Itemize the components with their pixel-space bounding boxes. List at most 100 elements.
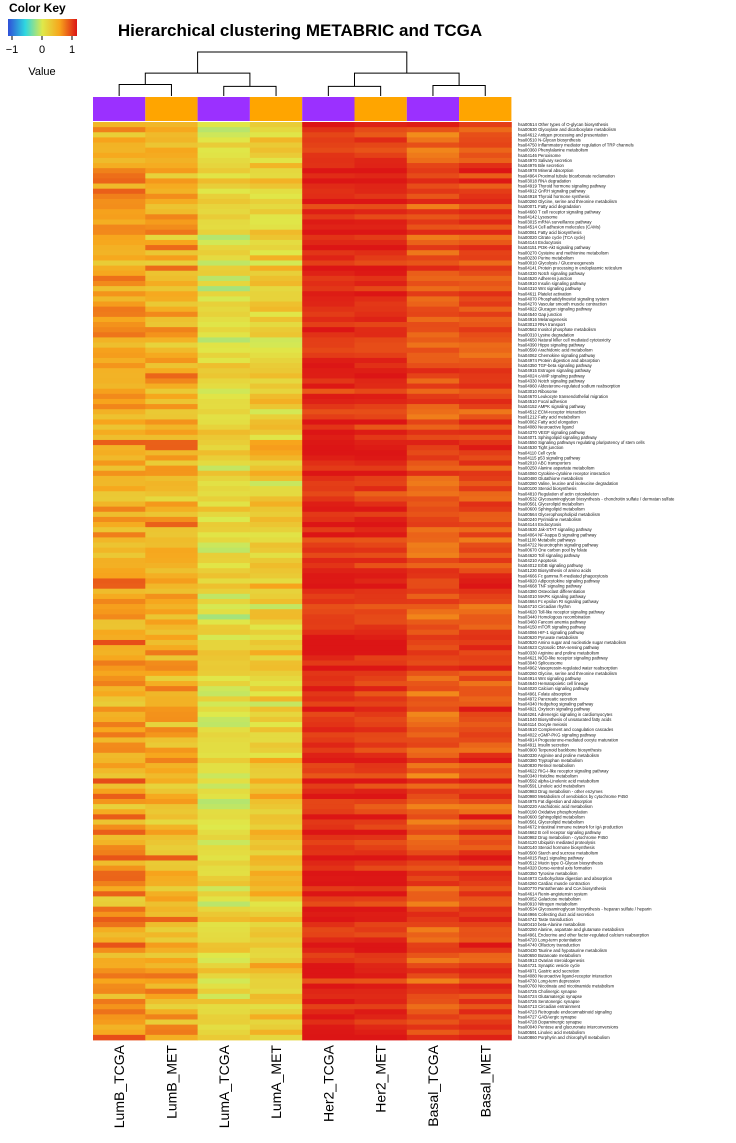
heatmap-cell (145, 983, 198, 990)
heatmap-cell (302, 527, 355, 533)
heatmap-cell (249, 234, 303, 241)
heatmap-cell (249, 301, 303, 308)
heatmap-cell (145, 696, 198, 702)
heatmap-cell (406, 157, 460, 164)
heatmap-cell (145, 788, 198, 795)
row-label: hsa04024 cAMP signaling pathway (518, 373, 586, 378)
heatmap-cell (145, 634, 198, 641)
heatmap-cell (197, 393, 251, 400)
heatmap-cell (354, 188, 408, 195)
heatmap-cell (459, 629, 512, 636)
heatmap-cell (197, 419, 251, 425)
heatmap-cell (145, 163, 198, 169)
heatmap-cell (197, 609, 251, 615)
heatmap-cell (197, 614, 251, 620)
heatmap-cell (406, 1019, 460, 1026)
heatmap-cell (459, 383, 512, 390)
heatmap-cell (459, 547, 512, 554)
heatmap-cell (459, 834, 512, 841)
heatmap-cell (302, 691, 355, 697)
heatmap-cell (93, 465, 146, 472)
heatmap-cell (93, 234, 146, 241)
heatmap-cell (406, 911, 460, 918)
heatmap-cell (93, 824, 146, 831)
heatmap-cell (459, 198, 512, 205)
heatmap-cell (145, 814, 198, 820)
dendrogram-branch (432, 84, 486, 96)
heatmap-cell (93, 183, 146, 190)
column-label: Her2_TCGA (320, 1044, 336, 1122)
heatmap-cell (406, 204, 460, 210)
heatmap-cell (145, 706, 198, 713)
heatmap-cell (197, 357, 251, 364)
row-label: hsa04540 Gap junction (518, 312, 563, 317)
heatmap-cell (145, 245, 198, 251)
row-label: hsa04350 TGF-beta signaling pathway (518, 363, 593, 368)
heatmap-cell (302, 296, 355, 302)
heatmap-cell (249, 573, 303, 579)
row-label: hsa04662 B cell receptor signaling pathw… (518, 830, 602, 835)
heatmap-cell (145, 783, 198, 790)
heatmap-cell (354, 1024, 408, 1031)
heatmap-cell (406, 193, 460, 200)
heatmap-cell (197, 829, 251, 836)
heatmap-cell (249, 486, 303, 492)
heatmap-cell (406, 681, 460, 687)
heatmap-cell (406, 845, 460, 851)
heatmap-cell (145, 588, 198, 595)
heatmap-cell (93, 619, 146, 625)
heatmap-cell (197, 214, 251, 220)
heatmap-cell (145, 593, 198, 600)
heatmap-cell (302, 963, 355, 969)
heatmap-cell (197, 204, 251, 210)
heatmap-cell (354, 598, 408, 605)
heatmap-cell (93, 470, 146, 477)
row-label: hsa00230 Purine metabolism (518, 255, 574, 260)
heatmap-cell (302, 383, 355, 390)
heatmap-cell (93, 609, 146, 615)
color-key-tick-label: −1 (6, 44, 19, 56)
heatmap-cell (406, 665, 460, 672)
heatmap-cell (197, 229, 251, 236)
heatmap-cell (354, 834, 408, 841)
heatmap-cell (406, 598, 460, 605)
row-label: hsa04650 Natural killer cell mediated cy… (518, 337, 612, 342)
heatmap-cell (406, 1004, 460, 1010)
heatmap-cell (145, 311, 198, 318)
heatmap-cell (249, 716, 303, 723)
heatmap-cell (406, 870, 460, 877)
heatmap-cell (302, 542, 355, 549)
heatmap-cell (406, 132, 460, 138)
heatmap-cell (197, 947, 251, 954)
heatmap-cell (93, 973, 146, 979)
heatmap-cell (459, 978, 512, 984)
heatmap-cell (302, 152, 355, 159)
heatmap-cell (197, 706, 251, 713)
heatmap-cell (406, 419, 460, 425)
heatmap-cell (354, 952, 408, 959)
heatmap-cell (459, 542, 512, 549)
heatmap-cell (406, 250, 460, 256)
heatmap-cell (406, 198, 460, 205)
heatmap-cell (197, 373, 251, 379)
heatmap-cell (354, 306, 408, 313)
heatmap-cell (145, 681, 198, 687)
heatmap-cell (406, 147, 460, 154)
row-label: hsa04720 Long-term potentiation (518, 937, 582, 942)
heatmap-cell (406, 260, 460, 266)
heatmap-cell (354, 373, 408, 379)
heatmap-cell (406, 993, 460, 1000)
heatmap-cell (93, 773, 146, 779)
heatmap-cell (406, 886, 460, 892)
heatmap-cell (249, 655, 303, 661)
heatmap-cell (93, 598, 146, 605)
heatmap-cell (93, 706, 146, 713)
heatmap-cell (93, 937, 146, 943)
heatmap-cell (93, 850, 146, 856)
heatmap-cell (249, 881, 303, 887)
heatmap-cell (406, 629, 460, 636)
heatmap-cell (197, 316, 251, 323)
heatmap-cell (145, 778, 198, 784)
heatmap-cell (354, 942, 408, 949)
heatmap-cell (459, 229, 512, 236)
